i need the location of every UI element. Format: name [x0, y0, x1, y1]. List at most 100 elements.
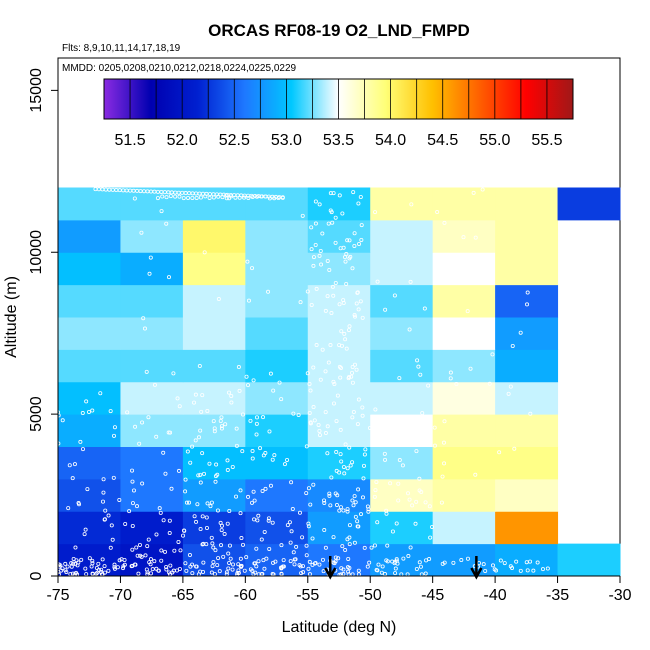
heatmap-cell — [432, 317, 496, 350]
observation-point — [352, 231, 357, 236]
observation-point — [200, 542, 205, 547]
observation-point — [172, 548, 177, 553]
y-tick-label: 10000 — [28, 230, 45, 275]
observation-point — [225, 468, 230, 473]
heatmap-cell — [120, 446, 184, 480]
observation-point — [112, 565, 117, 570]
observation-point — [148, 562, 153, 567]
observation-point — [144, 369, 149, 374]
observation-point — [337, 302, 342, 307]
observation-point — [164, 567, 169, 572]
observation-point — [234, 494, 239, 499]
observation-point — [465, 309, 470, 314]
observation-point — [317, 253, 322, 258]
observation-point — [90, 558, 95, 563]
observation-point — [60, 418, 65, 423]
observation-point — [405, 491, 410, 496]
colorbar-tick-label: 54.0 — [375, 132, 406, 149]
observation-point — [307, 410, 312, 415]
observation-point — [80, 447, 85, 452]
observation-point — [234, 426, 239, 431]
observation-point — [418, 564, 423, 569]
observation-point — [300, 535, 305, 540]
observation-point — [261, 558, 266, 563]
observation-point — [490, 563, 495, 568]
observation-point — [423, 500, 428, 505]
observation-point — [258, 446, 263, 451]
observation-point — [375, 520, 380, 525]
observation-point — [384, 508, 389, 513]
observation-point — [201, 560, 206, 565]
observation-point — [473, 235, 478, 240]
heatmap-cell — [370, 219, 434, 253]
heatmap-cell — [370, 543, 434, 577]
observation-point — [244, 555, 249, 560]
observation-point — [226, 566, 231, 571]
observation-point — [455, 318, 460, 323]
observation-point — [184, 500, 189, 505]
observation-point — [473, 472, 478, 477]
observation-point — [487, 381, 492, 386]
observation-point — [502, 561, 507, 566]
observation-point — [423, 427, 428, 432]
observation-point — [204, 525, 209, 530]
chart-title: ORCAS RF08-19 O2_LND_FMPD — [208, 21, 470, 40]
observation-point — [271, 388, 276, 393]
observation-point — [311, 365, 316, 370]
heatmap-cell — [432, 349, 496, 383]
observation-point — [459, 558, 464, 563]
observation-point — [339, 329, 344, 334]
observation-point — [343, 337, 348, 342]
observation-point — [108, 409, 113, 414]
heatmap-cell — [495, 511, 559, 545]
observation-point — [134, 545, 139, 550]
observation-point — [96, 567, 101, 572]
heatmap-cell — [370, 511, 434, 545]
observation-point — [525, 290, 530, 295]
observation-point — [322, 500, 327, 505]
observation-point — [183, 489, 188, 494]
observation-point — [356, 201, 361, 206]
observation-point — [376, 562, 381, 567]
heatmap-cell — [370, 252, 434, 286]
observation-point — [194, 195, 199, 200]
observation-point — [131, 488, 136, 493]
observation-point — [211, 560, 216, 565]
observation-point — [331, 379, 336, 384]
heatmap-cell — [307, 381, 371, 415]
heatmap-cell — [495, 284, 559, 318]
observation-point — [372, 494, 377, 499]
observation-point — [351, 503, 356, 508]
observation-point — [161, 518, 166, 523]
heatmap-cell — [495, 478, 559, 512]
observation-point — [338, 246, 343, 251]
heatmap-cell — [58, 511, 121, 545]
observation-point — [178, 548, 183, 553]
observation-point — [176, 468, 181, 473]
observation-point — [362, 545, 367, 550]
colorbar-tick-label: 52.0 — [167, 132, 198, 149]
observation-point — [408, 419, 413, 424]
observation-point — [246, 298, 251, 303]
observation-point — [331, 191, 336, 196]
observation-point — [159, 558, 164, 563]
observation-point — [219, 415, 224, 420]
observation-point — [418, 372, 423, 377]
observation-point — [337, 364, 342, 369]
observation-point — [373, 407, 378, 412]
observation-point — [362, 452, 367, 457]
observation-point — [155, 196, 160, 201]
observation-point — [301, 570, 306, 575]
observation-point — [145, 544, 150, 549]
observation-point — [63, 568, 68, 573]
observation-point — [531, 568, 536, 573]
observation-point — [347, 566, 352, 571]
observation-point — [122, 558, 127, 563]
observation-point — [350, 460, 355, 465]
observation-point — [323, 410, 328, 415]
observation-point — [365, 564, 370, 569]
observation-point — [311, 405, 316, 410]
heatmap-cell — [495, 317, 559, 350]
observation-point — [193, 438, 198, 443]
heatmap-cell — [307, 187, 371, 221]
